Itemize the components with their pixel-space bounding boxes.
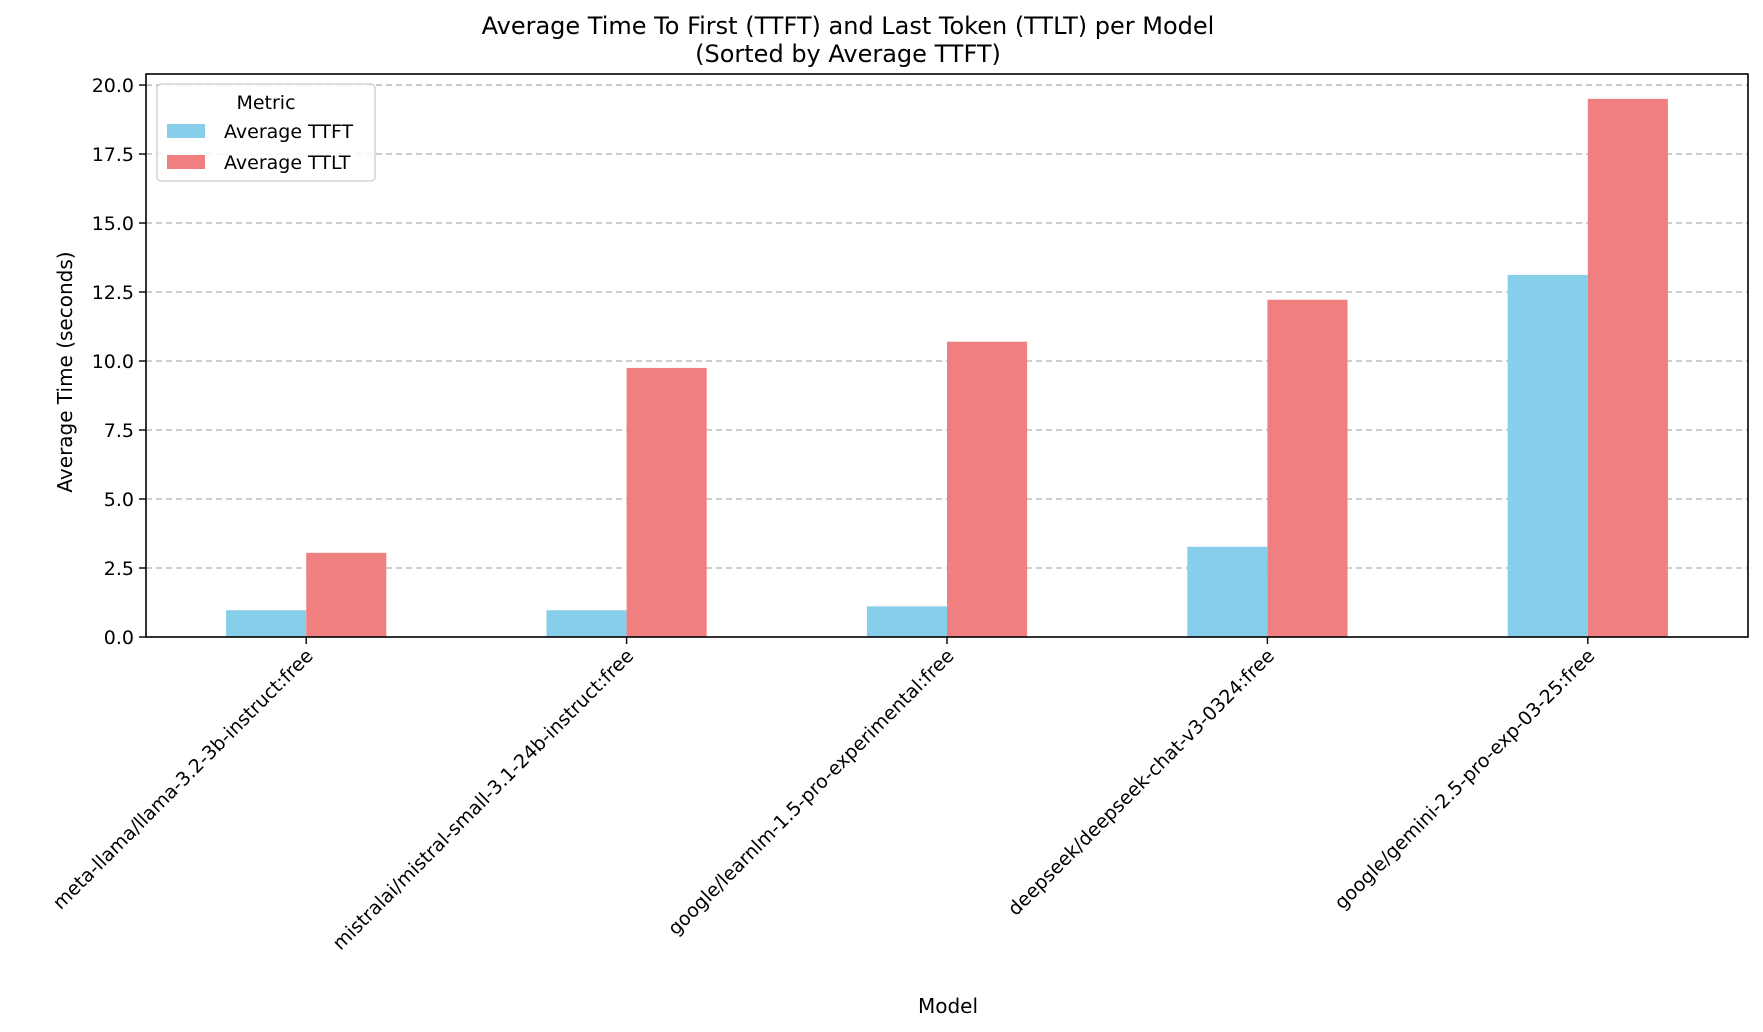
y-axis-label: Average Time (seconds) xyxy=(53,251,77,492)
bar-ttlt-1 xyxy=(626,367,707,637)
chart-subtitle: (Sorted by Average TTFT) xyxy=(695,40,1001,68)
legend: Metric Average TTFT Average TTLT xyxy=(156,83,376,182)
legend-swatch-ttft xyxy=(167,124,205,138)
bar-ttlt-0 xyxy=(306,552,387,637)
x-tick-label: mistralai/mistral-small-3.1-24b-instruct… xyxy=(329,645,639,955)
y-tick-label: 2.5 xyxy=(104,558,134,580)
y-tick-label: 0.0 xyxy=(104,627,134,649)
y-tick-label: 15.0 xyxy=(92,213,134,235)
x-axis-label: Model xyxy=(918,994,978,1018)
y-axis-ticks: 0.0 2.5 5.0 7.5 10.0 12.5 15.0 17.5 20.0 xyxy=(92,75,146,649)
bars xyxy=(226,98,1668,637)
bar-ttlt-2 xyxy=(947,341,1028,637)
bar-ttlt-4 xyxy=(1587,98,1668,637)
x-tick-label: deepseek/deepseek-chat-v3-0324:free xyxy=(1004,645,1279,920)
bar-ttft-0 xyxy=(226,610,307,637)
bar-ttft-4 xyxy=(1507,274,1588,637)
legend-title: Metric xyxy=(236,92,295,114)
legend-swatch-ttlt xyxy=(167,155,205,169)
legend-label-ttft: Average TTFT xyxy=(224,121,354,143)
y-tick-label: 17.5 xyxy=(92,144,134,166)
x-tick-label: meta-llama/llama-3.2-3b-instruct:free xyxy=(49,645,318,914)
x-tick-label: google/gemini-2.5-pro-exp-03-25:free xyxy=(1330,645,1599,914)
bar-ttft-2 xyxy=(866,606,947,637)
legend-box xyxy=(156,83,376,182)
y-tick-label: 20.0 xyxy=(92,75,134,97)
x-tick-label: google/learnlm-1.5-pro-experimental:free xyxy=(664,645,959,940)
bar-ttft-3 xyxy=(1187,546,1268,637)
y-tick-label: 7.5 xyxy=(104,420,134,442)
bar-ttft-1 xyxy=(546,610,627,637)
y-tick-label: 12.5 xyxy=(92,282,134,304)
chart-title: Average Time To First (TTFT) and Last To… xyxy=(482,12,1215,40)
y-tick-label: 5.0 xyxy=(104,489,134,511)
legend-label-ttlt: Average TTLT xyxy=(224,152,351,174)
bar-ttlt-3 xyxy=(1267,299,1348,637)
x-axis-ticks: meta-llama/llama-3.2-3b-instruct:free mis… xyxy=(49,637,1599,955)
y-tick-label: 10.0 xyxy=(92,351,134,373)
